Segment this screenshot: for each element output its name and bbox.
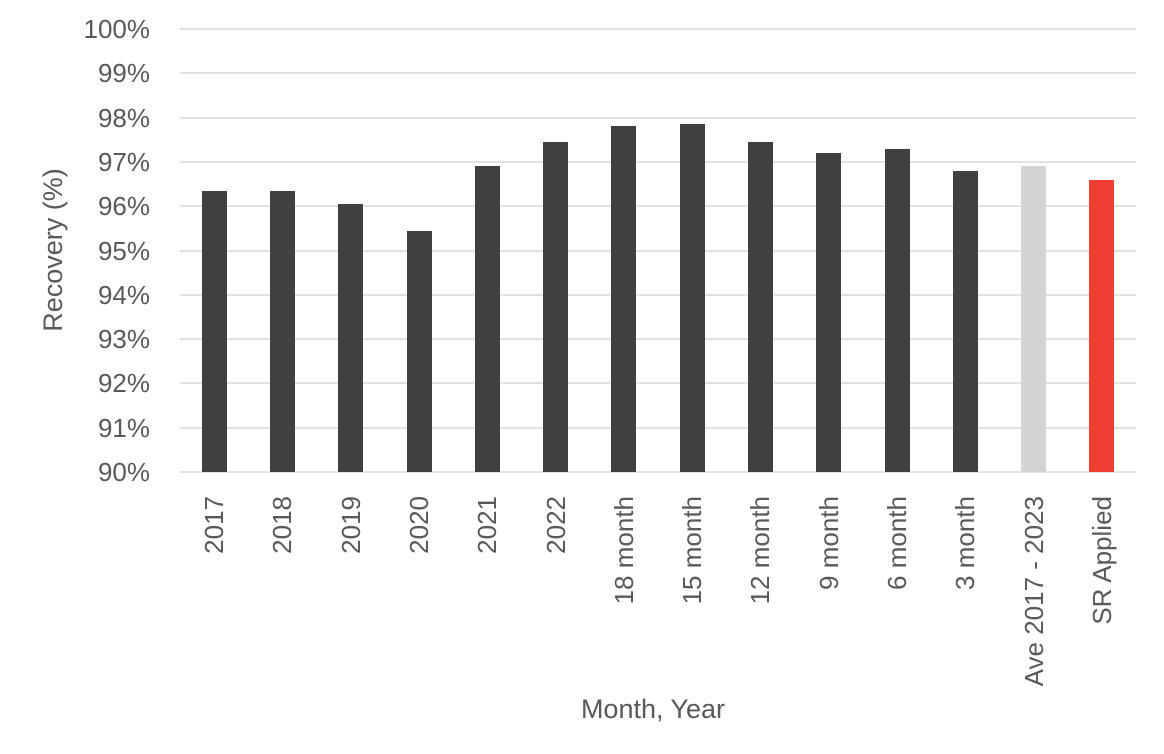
x-tick-label-2018: 2018	[267, 496, 298, 554]
bar-2019	[338, 203, 364, 472]
bar-9-month	[816, 153, 842, 472]
y-tick-label-96: 96%	[97, 191, 150, 222]
bar-12-month	[747, 141, 773, 472]
gridline-92	[180, 382, 1136, 385]
x-tick-label-2020: 2020	[404, 496, 434, 554]
gridline-97	[180, 160, 1136, 163]
x-tick-label-ave-2017-2023: Ave 2017 - 2023	[1018, 496, 1049, 687]
y-tick-label-100: 100%	[83, 14, 151, 44]
gridline-96	[180, 205, 1136, 208]
gridline-98	[180, 116, 1136, 119]
y-tick-label-97: 97%	[97, 146, 150, 177]
gridline-95	[180, 249, 1136, 252]
bar-6-month	[884, 148, 910, 472]
x-tick-label-2021: 2021	[472, 496, 503, 554]
bar-3-month	[952, 170, 978, 472]
x-tick-label-2019: 2019	[335, 496, 366, 554]
bar-2021	[474, 166, 500, 472]
x-tick-label-12-month: 12 month	[745, 496, 776, 605]
x-tick-label-6-month: 6 month	[882, 496, 912, 590]
y-tick-label-91: 91%	[97, 412, 150, 443]
x-tick-label-9-month: 9 month	[813, 496, 844, 590]
bar-2022	[543, 141, 569, 472]
x-tick-label-sr-applied: SR Applied	[1086, 496, 1117, 625]
x-tick-label-2022: 2022	[540, 496, 571, 554]
bar-sr-applied	[1089, 179, 1115, 472]
plot-area	[180, 28, 1136, 473]
bar-2020	[406, 230, 432, 472]
gridline-99	[180, 72, 1136, 75]
x-tick-label-15-month: 15 month	[677, 496, 708, 605]
y-tick-label-99: 99%	[97, 58, 150, 89]
y-tick-label-90: 90%	[97, 457, 150, 487]
bar-18-month	[611, 126, 637, 472]
x-axis-title: Month, Year	[580, 694, 726, 724]
y-tick-label-94: 94%	[97, 279, 150, 310]
gridline-91	[180, 426, 1136, 429]
bar-15-month	[679, 124, 705, 472]
y-tick-label-98: 98%	[97, 102, 150, 133]
y-tick-label-93: 93%	[97, 324, 150, 355]
x-tick-label-2017: 2017	[199, 496, 230, 554]
bar-2017	[201, 190, 227, 472]
y-tick-label-95: 95%	[97, 235, 150, 266]
bar-2018	[269, 190, 295, 472]
gridline-93	[180, 338, 1136, 341]
x-tick-label-3-month: 3 month	[950, 496, 981, 590]
gridline-90	[180, 471, 1136, 473]
gridline-100	[180, 28, 1136, 30]
gridline-94	[180, 293, 1136, 296]
bar-ave-2017-2023	[1021, 166, 1047, 472]
y-tick-label-92: 92%	[97, 368, 150, 399]
x-tick-label-18-month: 18 month	[608, 496, 639, 605]
